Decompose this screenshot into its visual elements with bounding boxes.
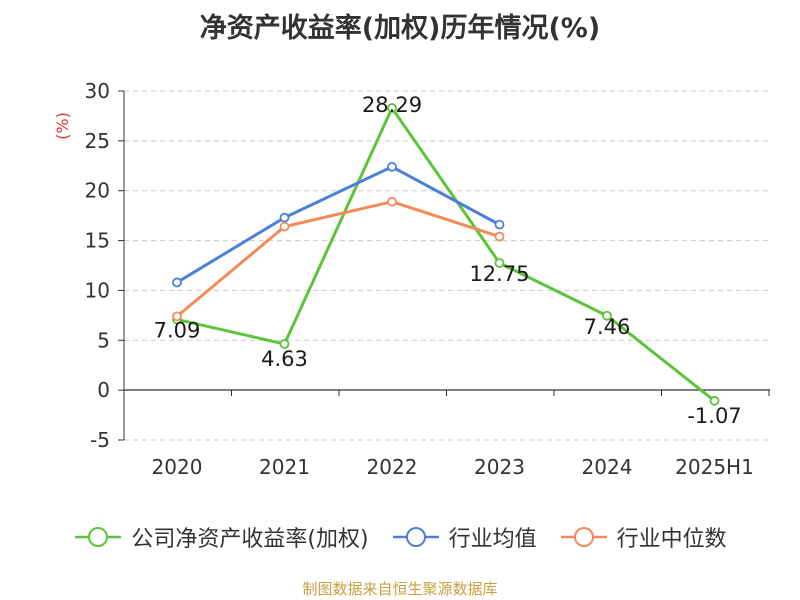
data-point[interactable] [279, 221, 290, 232]
legend-swatch-icon [560, 527, 607, 547]
data-point[interactable] [172, 311, 182, 322]
legend-label: 公司净资产收益率(加权) [131, 527, 369, 552]
data-point[interactable] [494, 231, 505, 242]
data-labels: 7.09 4.63 28.29 12.75 7.46 -1.07 [154, 93, 742, 428]
legend-swatch-icon [392, 527, 439, 547]
y-tick-label: -5 [90, 428, 110, 452]
legend-item[interactable]: 行业中位数 [559, 521, 727, 553]
legend-label: 行业中位数 [616, 527, 727, 552]
x-tick-label: 2022 [367, 455, 418, 479]
data-label: -1.07 [687, 404, 741, 428]
x-tick-label: 2020 [152, 455, 203, 479]
legend-swatch-icon [75, 527, 122, 547]
data-point[interactable] [602, 310, 612, 321]
data-label: 7.46 [584, 315, 631, 339]
data-point[interactable] [709, 395, 720, 406]
x-tick-label: 2024 [582, 455, 633, 479]
source-note: 制图数据来自恒生聚源数据库 [302, 580, 498, 598]
data-label: 12.75 [469, 262, 529, 286]
data-point[interactable] [387, 161, 397, 172]
data-label: 4.63 [261, 347, 308, 371]
y-tick-label: 15 [85, 229, 110, 253]
data-point[interactable] [172, 277, 182, 288]
data-label: 7.09 [154, 318, 201, 342]
legend-label: 行业均值 [448, 527, 537, 552]
legend: 公司净资产收益率(加权) 行业均值 行业中位数 [0, 520, 800, 554]
y-tick-label: 25 [85, 129, 110, 153]
chart-title: 净资产收益率(加权)历年情况(%) [199, 13, 601, 44]
axes: 30 25 20 15 10 5 0 -5 2020 2021 2022 2023 2024 2025H1 [85, 79, 770, 479]
y-tick-label: 5 [97, 328, 110, 352]
series-line [176, 200, 500, 318]
series-line [176, 106, 716, 402]
legend-item[interactable]: 公司净资产收益率(加权) [73, 521, 369, 553]
legend-item[interactable]: 行业均值 [391, 521, 537, 553]
data-label: 28.29 [362, 93, 422, 117]
grid-lines [124, 90, 770, 441]
y-tick-label: 10 [85, 278, 110, 302]
y-axis-label: (%) [53, 112, 72, 140]
series-lines [172, 103, 720, 406]
y-tick-label: 0 [97, 378, 110, 402]
series-line [176, 165, 501, 284]
y-tick-label: 20 [85, 179, 110, 203]
data-point[interactable] [279, 339, 290, 349]
data-point[interactable] [494, 258, 505, 268]
data-point[interactable] [387, 103, 397, 113]
data-point[interactable] [279, 212, 290, 223]
y-tick-label: 30 [85, 79, 110, 103]
x-tick-label: 2025H1 [675, 455, 754, 479]
data-point[interactable] [387, 196, 397, 207]
data-point[interactable] [494, 219, 505, 230]
x-tick-label: 2023 [474, 455, 525, 479]
x-tick-label: 2021 [259, 455, 310, 479]
